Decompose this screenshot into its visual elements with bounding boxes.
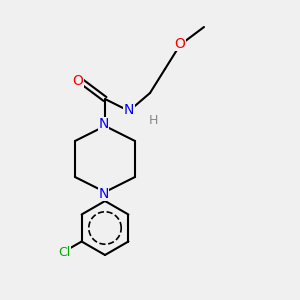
Text: H: H bbox=[148, 113, 158, 127]
Text: N: N bbox=[98, 118, 109, 131]
Text: N: N bbox=[98, 187, 109, 200]
Text: N: N bbox=[124, 103, 134, 116]
Text: Cl: Cl bbox=[58, 245, 70, 259]
Text: O: O bbox=[175, 37, 185, 50]
Text: O: O bbox=[73, 74, 83, 88]
